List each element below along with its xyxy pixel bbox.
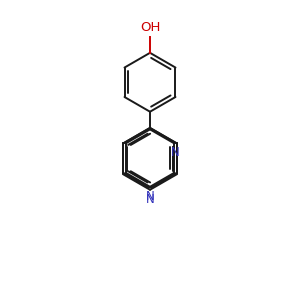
Text: N: N: [146, 193, 154, 206]
Text: N: N: [146, 190, 154, 203]
Text: N: N: [171, 146, 180, 159]
Text: OH: OH: [140, 21, 160, 34]
